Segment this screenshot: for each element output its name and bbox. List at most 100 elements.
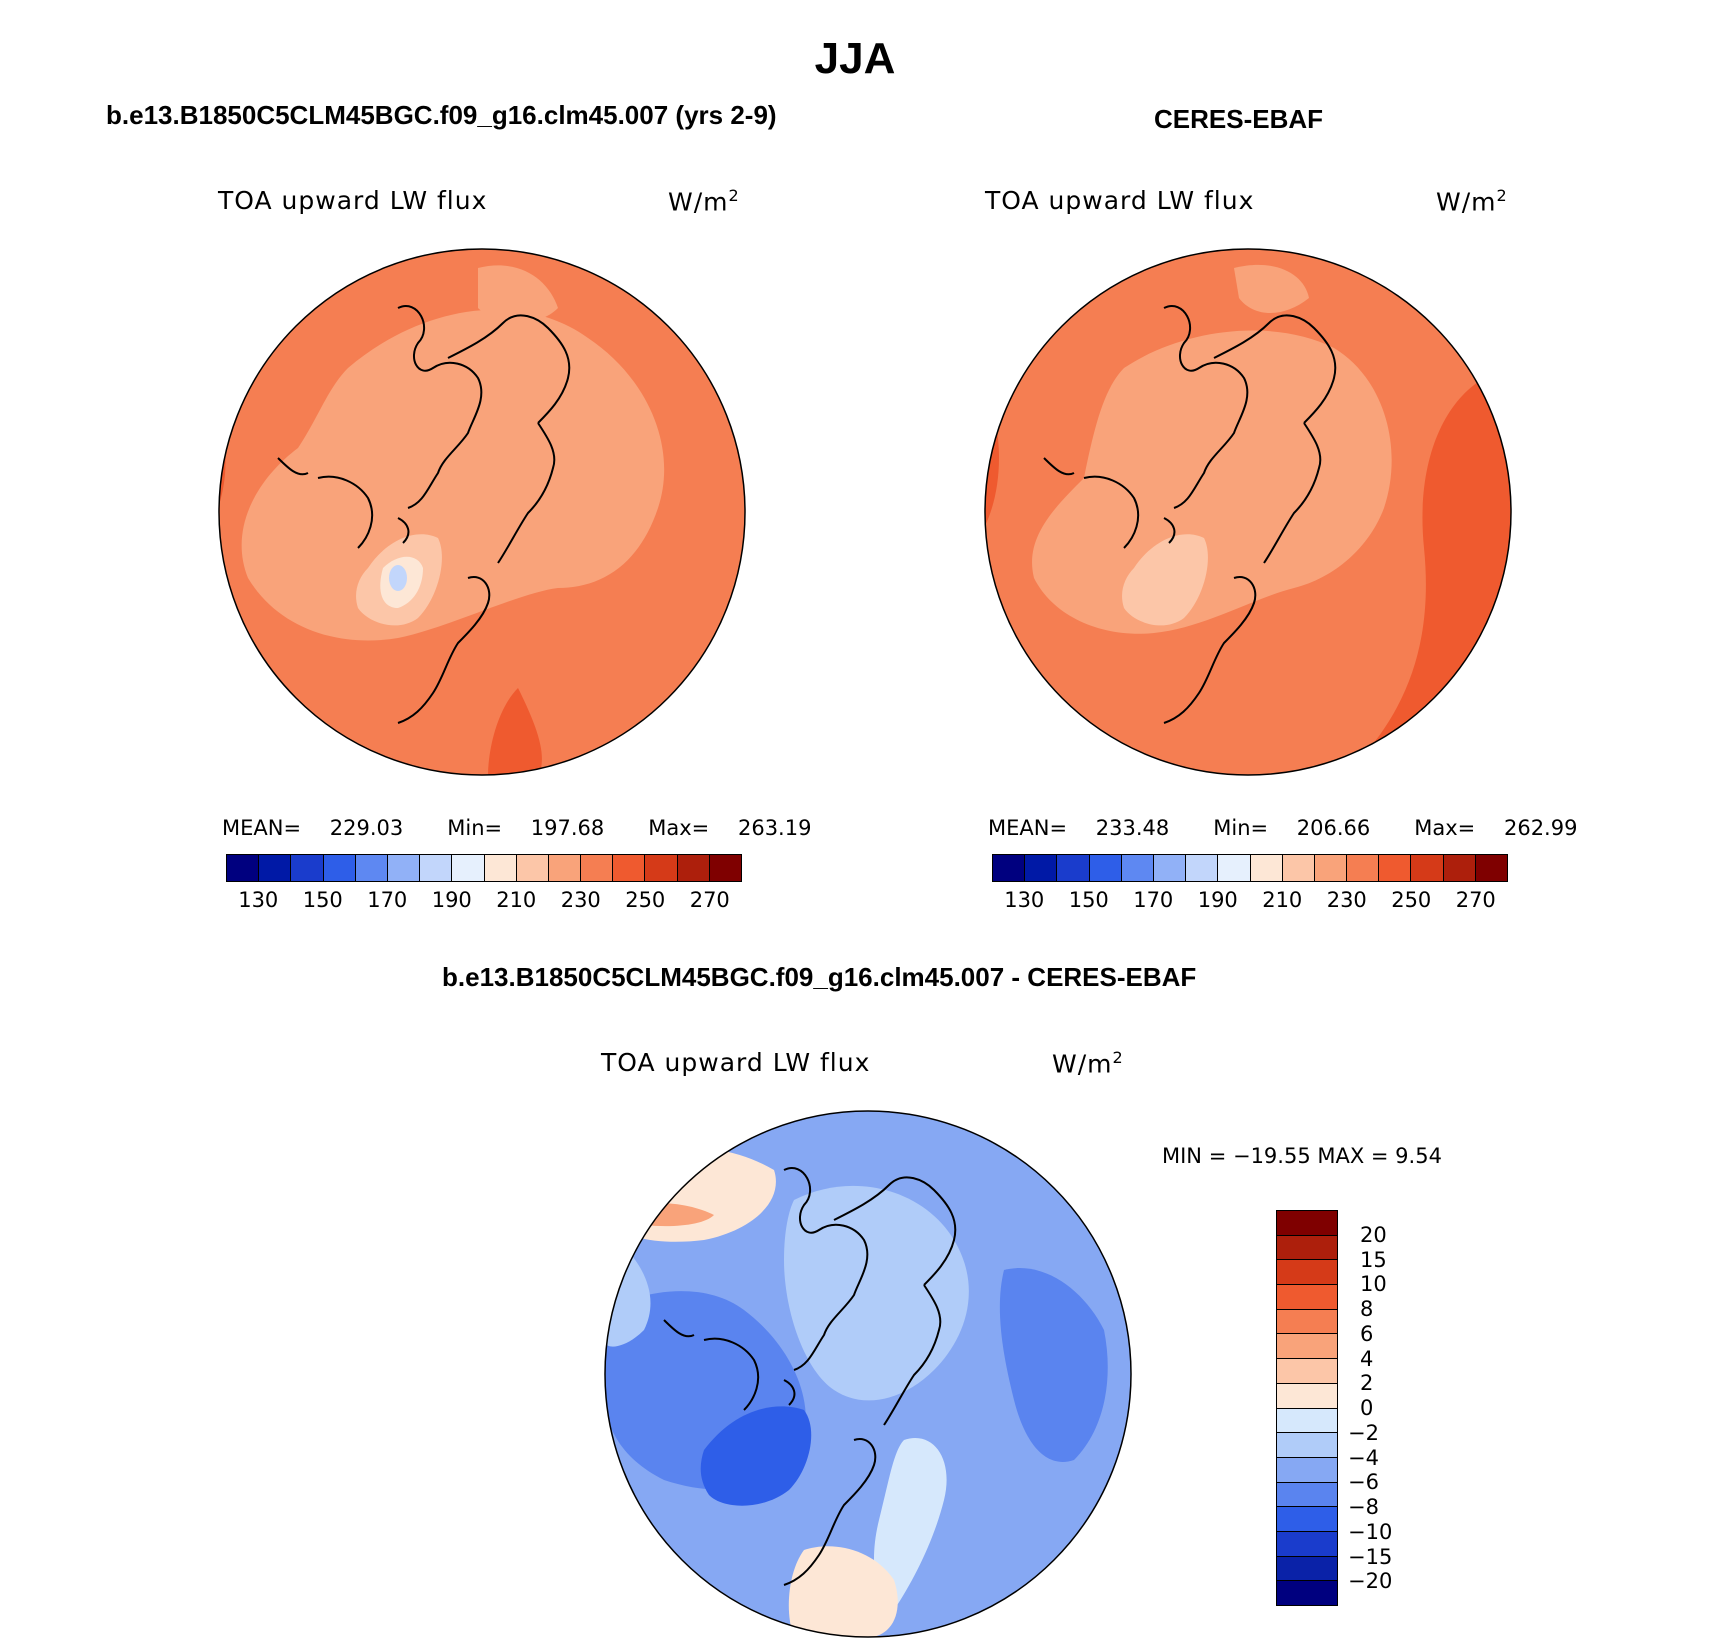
diff-minmax: MIN = −19.55 MAX = 9.54 bbox=[1162, 1144, 1442, 1168]
diff-colorbar-tick-label: 8 bbox=[1360, 1297, 1374, 1321]
diff-coastline bbox=[663, 1167, 957, 1586]
diff-colorbar-box bbox=[1277, 1408, 1337, 1434]
diff-polar-map bbox=[604, 1110, 1132, 1638]
obs-colorbar-box bbox=[993, 855, 1026, 881]
diff-colorbar-box bbox=[1277, 1383, 1337, 1409]
obs-colorbar-box bbox=[1250, 855, 1283, 881]
obs-colorbar-box bbox=[1282, 855, 1315, 881]
model-field-cool-region bbox=[241, 309, 665, 641]
model-colorbar-tick-label: 210 bbox=[496, 888, 537, 912]
model-variable-label: TOA upward LW flux bbox=[218, 186, 488, 215]
diff-colorbar-box bbox=[1277, 1260, 1337, 1286]
model-colorbar-box bbox=[677, 855, 710, 881]
obs-colorbar-box bbox=[1218, 855, 1251, 881]
obs-colorbar-tick-label: 230 bbox=[1326, 888, 1367, 912]
diff-colorbar-box bbox=[1277, 1581, 1337, 1605]
obs-stats: MEAN= 233.48 Min= 206.66 Max= 262.99 bbox=[988, 816, 1578, 840]
obs-colorbar-box bbox=[1057, 855, 1090, 881]
diff-colorbar-tick-label: −4 bbox=[1348, 1445, 1379, 1470]
obs-colorbar-box bbox=[1411, 855, 1444, 881]
diff-colorbar-tick-label: −20 bbox=[1348, 1569, 1393, 1594]
model-colorbar-box bbox=[613, 855, 646, 881]
model-colorbar-box bbox=[420, 855, 453, 881]
diff-variable-label: TOA upward LW flux bbox=[601, 1048, 871, 1077]
diff-field-positive-south bbox=[788, 1546, 898, 1637]
model-stats: MEAN= 229.03 Min= 197.68 Max= 263.19 bbox=[222, 816, 812, 840]
diff-field-strongest-negative bbox=[700, 1406, 812, 1506]
diff-colorbar-tick-label: 2 bbox=[1360, 1371, 1374, 1396]
diff-colorbar-tick-label: −15 bbox=[1348, 1544, 1393, 1569]
model-greenland-min bbox=[389, 565, 407, 591]
obs-colorbar-tick-label: 190 bbox=[1197, 888, 1238, 912]
main-title: JJA bbox=[814, 34, 896, 83]
obs-colorbar-tick-label: 210 bbox=[1262, 888, 1303, 912]
model-colorbar-box bbox=[387, 855, 421, 881]
diff-colorbar-tick-label: 4 bbox=[1360, 1346, 1374, 1371]
model-colorbar-box bbox=[645, 855, 678, 881]
diff-colorbar-box bbox=[1277, 1211, 1337, 1236]
diff-colorbar-box bbox=[1277, 1482, 1337, 1508]
diff-colorbar-box bbox=[1277, 1556, 1337, 1582]
model-colorbar-tick-label: 230 bbox=[560, 888, 601, 912]
model-colorbar-box bbox=[516, 855, 549, 881]
obs-colorbar-box bbox=[1121, 855, 1154, 881]
model-colorbar-ticks: 130 150 170 190 210 230 250 270 bbox=[226, 888, 742, 914]
model-coastline bbox=[277, 305, 571, 724]
model-colorbar-box bbox=[452, 855, 485, 881]
model-unit-label: W/m2 bbox=[668, 186, 740, 217]
model-colorbar-box bbox=[259, 855, 292, 881]
model-colorbar-tick-label: 170 bbox=[367, 888, 408, 912]
obs-colorbar-box bbox=[1347, 855, 1380, 881]
model-field-warm-region-3 bbox=[488, 688, 542, 775]
model-polar-map bbox=[218, 248, 746, 776]
model-colorbar-box bbox=[227, 855, 260, 881]
obs-field-cool-region-2 bbox=[1234, 264, 1309, 313]
obs-coastline bbox=[1043, 305, 1337, 724]
model-colorbar bbox=[226, 854, 742, 882]
obs-colorbar-box bbox=[1379, 855, 1412, 881]
obs-panel-title: CERES-EBAF bbox=[1154, 104, 1324, 134]
diff-field-strong-negative-2 bbox=[999, 1268, 1108, 1462]
model-panel-title: b.e13.B1850C5CLM45BGC.f09_g16.clm45.007 … bbox=[106, 100, 777, 130]
diff-colorbar-tick-label: −6 bbox=[1348, 1470, 1379, 1495]
obs-colorbar-box bbox=[1443, 855, 1476, 881]
diff-unit-label: W/m2 bbox=[1052, 1048, 1124, 1079]
obs-variable-label: TOA upward LW flux bbox=[985, 186, 1255, 215]
model-colorbar-tick-label: 150 bbox=[302, 888, 343, 912]
obs-colorbar-box bbox=[1314, 855, 1348, 881]
diff-colorbar-box bbox=[1277, 1457, 1337, 1483]
model-colorbar-box bbox=[548, 855, 582, 881]
diff-colorbar-box bbox=[1277, 1285, 1337, 1310]
diff-colorbar-box bbox=[1277, 1359, 1337, 1384]
model-colorbar-tick-label: 250 bbox=[625, 888, 666, 912]
model-colorbar-tick-label: 270 bbox=[689, 888, 730, 912]
obs-colorbar-box bbox=[1025, 855, 1058, 881]
diff-colorbar-box bbox=[1277, 1531, 1337, 1557]
obs-colorbar-tick-label: 150 bbox=[1068, 888, 1109, 912]
diff-colorbar-tick-label: 0 bbox=[1360, 1396, 1374, 1420]
obs-colorbar-box bbox=[1186, 855, 1219, 881]
diff-colorbar-tick-label: 15 bbox=[1360, 1247, 1387, 1272]
obs-colorbar-box bbox=[1089, 855, 1122, 881]
diff-colorbar bbox=[1276, 1210, 1338, 1606]
model-colorbar-tick-label: 190 bbox=[431, 888, 472, 912]
model-field-cool-region-2 bbox=[478, 265, 558, 323]
obs-field-cool-region bbox=[1032, 330, 1392, 634]
obs-colorbar-tick-label: 130 bbox=[1004, 888, 1045, 912]
diff-panel-title: b.e13.B1850C5CLM45BGC.f09_g16.clm45.007 … bbox=[442, 962, 1197, 992]
diff-colorbar-box bbox=[1277, 1309, 1337, 1335]
diff-colorbar-tick-label: −2 bbox=[1348, 1420, 1379, 1445]
diff-colorbar-tick-label: −8 bbox=[1348, 1495, 1379, 1519]
obs-colorbar-box bbox=[1475, 855, 1507, 881]
diff-colorbar-box bbox=[1277, 1235, 1337, 1261]
obs-polar-map bbox=[984, 248, 1512, 776]
diff-colorbar-box bbox=[1277, 1507, 1337, 1532]
model-colorbar-box bbox=[323, 855, 356, 881]
diff-colorbar-tick-label: 20 bbox=[1360, 1222, 1387, 1247]
diff-field-weak-negative-3 bbox=[874, 1438, 947, 1610]
diff-colorbar-box bbox=[1277, 1433, 1337, 1458]
obs-colorbar-tick-label: 250 bbox=[1391, 888, 1432, 912]
model-colorbar-box bbox=[355, 855, 388, 881]
obs-colorbar bbox=[992, 854, 1508, 882]
diff-colorbar-box bbox=[1277, 1334, 1337, 1360]
